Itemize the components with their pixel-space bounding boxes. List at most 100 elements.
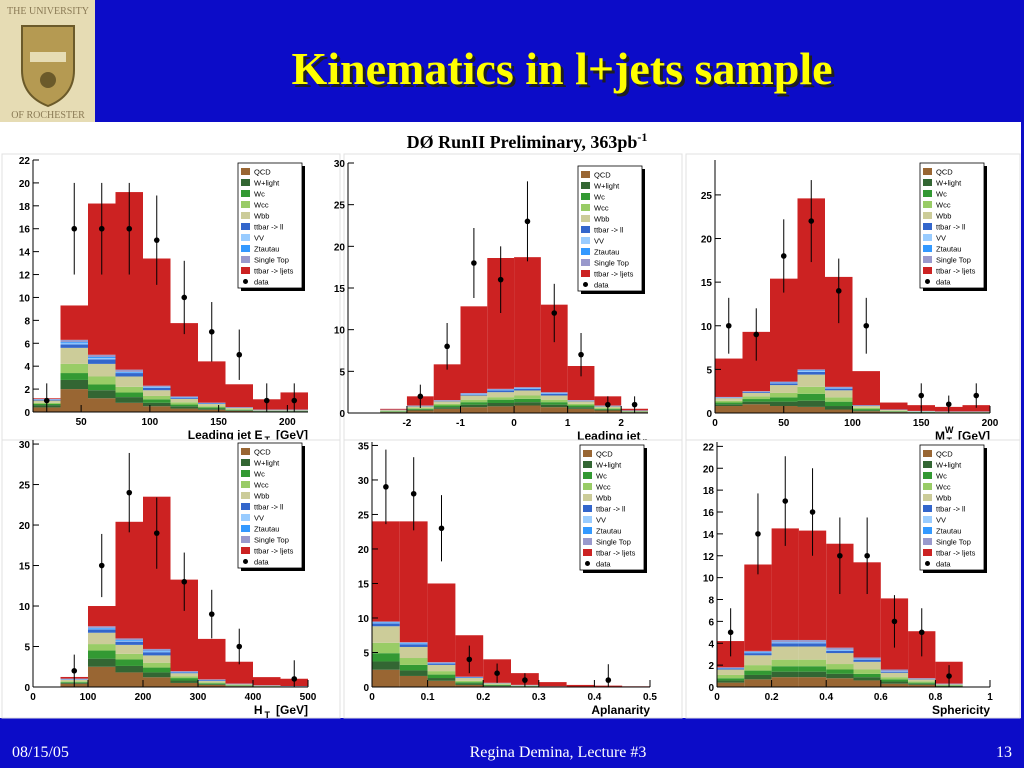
histogram-segment xyxy=(460,306,488,393)
histogram-segment xyxy=(483,684,511,686)
histogram-segment xyxy=(88,390,116,399)
histogram-segment xyxy=(198,403,226,407)
x-tick-label: 0.8 xyxy=(928,692,942,703)
y-tick-label: 22 xyxy=(19,156,31,167)
y-tick-label: 15 xyxy=(701,278,713,289)
histogram-segment xyxy=(143,406,171,412)
histogram-segment xyxy=(514,388,541,391)
histogram-segment xyxy=(852,410,880,412)
histogram-segment xyxy=(170,398,198,403)
histogram-segment xyxy=(143,677,171,687)
legend-label: Wcc xyxy=(936,483,951,492)
legend-label: W+light xyxy=(594,182,620,191)
legend-marker xyxy=(583,282,588,287)
legend-swatch xyxy=(241,536,250,543)
histogram-segment xyxy=(170,680,198,683)
histogram-segment xyxy=(198,680,226,683)
histogram-segment xyxy=(143,399,171,403)
legend-label: Ztautau xyxy=(594,248,619,257)
histogram-segment xyxy=(797,371,825,372)
x-tick-label: 0.3 xyxy=(532,692,546,703)
histogram-segment xyxy=(852,411,880,413)
y-tick-label: 20 xyxy=(19,179,31,190)
histogram-segment xyxy=(225,410,253,411)
legend-label: ttbar -> ll xyxy=(254,223,284,232)
y-tick-label: 0 xyxy=(339,409,345,420)
histogram-segment xyxy=(460,404,488,408)
legend-swatch xyxy=(241,503,250,510)
y-tick-label: 10 xyxy=(703,574,715,585)
histogram-segment xyxy=(399,521,428,643)
x-tick-label: 0.2 xyxy=(765,692,779,703)
x-axis-label: Sphericity xyxy=(932,703,990,717)
histogram-segment xyxy=(797,371,825,375)
histogram-segment xyxy=(427,680,456,687)
legend-swatch xyxy=(241,212,250,219)
legend-label: QCD xyxy=(596,450,613,459)
logo-text-top: THE UNIVERSITY xyxy=(7,6,89,17)
legend-label: W+light xyxy=(596,461,622,470)
legend-swatch xyxy=(583,461,592,468)
histogram-segment xyxy=(143,655,171,663)
y-tick-label: 5 xyxy=(706,365,712,376)
histogram-segment xyxy=(198,684,226,685)
data-point xyxy=(891,618,898,625)
histogram-segment xyxy=(455,682,484,684)
histogram-segment xyxy=(742,392,770,397)
histogram-segment xyxy=(455,683,484,685)
histogram-segment xyxy=(540,399,568,403)
histogram-segment xyxy=(771,639,799,643)
legend-swatch xyxy=(581,226,590,233)
histogram-segment xyxy=(771,642,799,643)
histogram-segment xyxy=(225,409,253,410)
legend-label: Single Top xyxy=(936,256,971,265)
histogram-segment xyxy=(253,677,281,686)
histogram-segment xyxy=(744,564,772,651)
histogram-segment xyxy=(143,667,171,673)
y-tick-label: 10 xyxy=(358,614,370,625)
legend-swatch xyxy=(583,483,592,490)
legend-swatch xyxy=(241,234,250,241)
logo-shield xyxy=(21,25,75,108)
x-tick-label: 400 xyxy=(245,692,262,703)
y-tick-label: 14 xyxy=(703,530,715,541)
legend-swatch xyxy=(583,450,592,457)
histogram-segment xyxy=(399,664,428,671)
y-tick-label: 12 xyxy=(703,552,715,563)
histogram-segment xyxy=(797,406,825,413)
histogram-segment xyxy=(742,401,770,405)
histogram-segment xyxy=(715,400,743,403)
histogram-segment xyxy=(143,662,171,668)
legend-marker xyxy=(243,279,248,284)
legend-label: Wc xyxy=(936,472,947,481)
legend-swatch xyxy=(923,201,932,208)
histogram-segment xyxy=(427,678,456,681)
histogram-segment xyxy=(372,669,400,687)
histogram-segment xyxy=(170,397,198,399)
histogram-segment xyxy=(143,390,171,396)
subtitle-sup: -1 xyxy=(637,130,647,144)
y-tick-label: 30 xyxy=(358,476,370,487)
legend-swatch xyxy=(923,516,932,523)
histogram-segment xyxy=(143,648,171,651)
histogram-segment xyxy=(143,651,171,653)
histogram-segment xyxy=(88,650,116,659)
histogram-segment xyxy=(115,402,143,412)
legend-label: ttbar -> ljets xyxy=(936,549,976,558)
y-tick-label: 5 xyxy=(339,367,345,378)
histogram-segment xyxy=(399,658,428,665)
plot-content xyxy=(60,452,308,687)
legend-swatch xyxy=(923,494,932,501)
data-point xyxy=(181,578,188,585)
legend-label: ttbar -> ll xyxy=(596,505,626,514)
histogram-segment xyxy=(908,678,936,680)
histogram-segment xyxy=(372,621,400,623)
y-tick-label: 2 xyxy=(24,385,30,396)
histogram-segment xyxy=(198,684,226,687)
legend: QCD W+light Wc Wcc Wbb ttbar -> ll VV Ztautau Si… xyxy=(919,162,987,291)
histogram-segment xyxy=(88,628,116,630)
histogram-segment xyxy=(880,681,909,684)
x-tick-label: 50 xyxy=(76,417,88,428)
histogram-segment xyxy=(798,639,827,643)
